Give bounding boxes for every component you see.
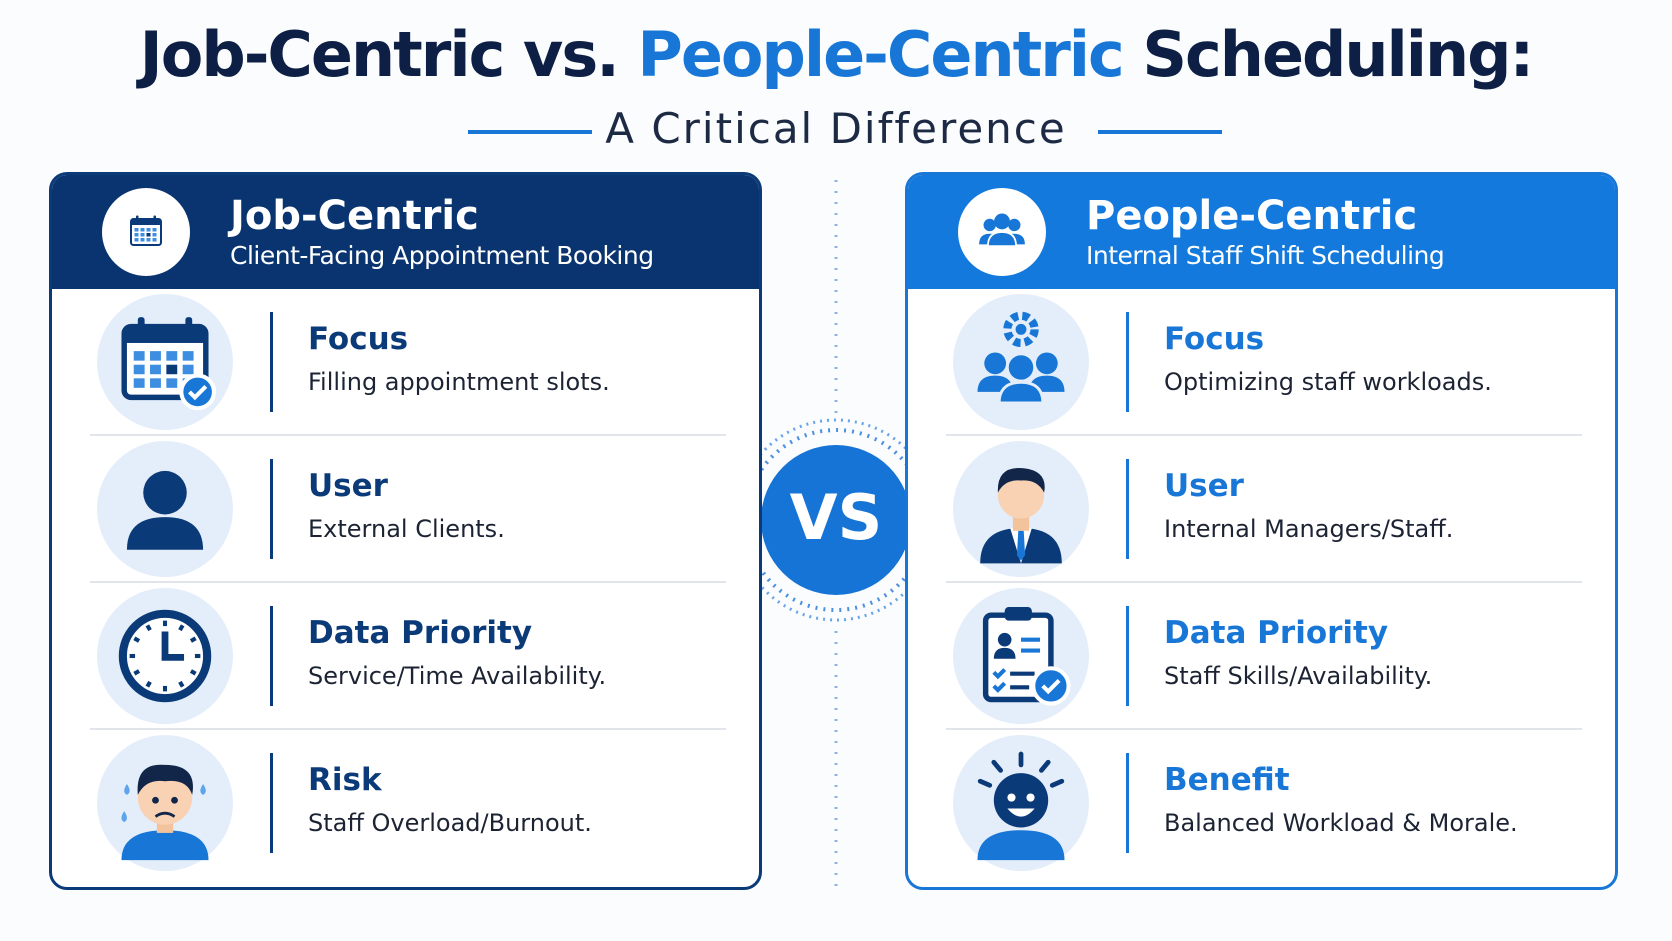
row-icon xyxy=(953,735,1089,871)
divider xyxy=(270,606,273,706)
row-label: Data Priority xyxy=(308,615,533,651)
row-separator xyxy=(90,581,726,583)
panel: People-Centric Internal Staff Shift Sched… xyxy=(905,172,1618,890)
divider xyxy=(1126,459,1129,559)
title-part: Job-Centric vs. xyxy=(139,18,620,91)
row-icon xyxy=(97,735,233,871)
header-icon xyxy=(102,188,190,276)
row-text: Staff Overload/Burnout. xyxy=(308,809,592,837)
row-icon xyxy=(953,588,1089,724)
panel-subtitle: Client-Facing Appointment Booking xyxy=(230,241,654,270)
rule xyxy=(1098,130,1222,134)
panel: Job-Centric Client-Facing Appointment Boo… xyxy=(49,172,762,890)
row-icon xyxy=(97,294,233,430)
row-separator xyxy=(946,581,1582,583)
subtitle: A Critical Difference xyxy=(605,104,1067,153)
vs-label: VS xyxy=(790,481,883,554)
title-part: Scheduling: xyxy=(1142,18,1534,91)
divider xyxy=(270,459,273,559)
title: Job-Centric vs. People-Centric Schedulin… xyxy=(0,18,1672,91)
row-text: Internal Managers/Staff. xyxy=(1164,515,1454,543)
row-icon xyxy=(97,588,233,724)
row-label: Data Priority xyxy=(1164,615,1389,651)
row-separator xyxy=(90,728,726,730)
panel-header: Job-Centric Client-Facing Appointment Boo… xyxy=(52,175,759,289)
header-icon xyxy=(958,188,1046,276)
divider xyxy=(1126,753,1129,853)
rule xyxy=(468,130,592,134)
row-text: Optimizing staff workloads. xyxy=(1164,368,1492,396)
row-label: Risk xyxy=(308,762,382,798)
divider xyxy=(1126,606,1129,706)
row-separator xyxy=(946,728,1582,730)
panel-title: Job-Centric xyxy=(230,193,479,239)
row-text: External Clients. xyxy=(308,515,505,543)
divider xyxy=(1126,312,1129,412)
row-icon xyxy=(97,441,233,577)
row-separator xyxy=(90,434,726,436)
row-text: Filling appointment slots. xyxy=(308,368,610,396)
row-icon xyxy=(953,294,1089,430)
row-label: Focus xyxy=(308,321,409,357)
panel-header: People-Centric Internal Staff Shift Sched… xyxy=(908,175,1615,289)
row-text: Staff Skills/Availability. xyxy=(1164,662,1433,690)
row-label: User xyxy=(1164,468,1244,504)
divider xyxy=(270,312,273,412)
title-part: People-Centric xyxy=(637,18,1124,91)
row-separator xyxy=(946,434,1582,436)
row-icon xyxy=(953,441,1089,577)
row-label: Focus xyxy=(1164,321,1265,357)
vs-badge: VS xyxy=(736,180,936,890)
row-text: Balanced Workload & Morale. xyxy=(1164,809,1518,837)
row-label: Benefit xyxy=(1164,762,1290,798)
panel-title: People-Centric xyxy=(1086,193,1418,239)
row-label: User xyxy=(308,468,388,504)
row-text: Service/Time Availability. xyxy=(308,662,607,690)
panel-subtitle: Internal Staff Shift Scheduling xyxy=(1086,241,1445,270)
divider xyxy=(270,753,273,853)
